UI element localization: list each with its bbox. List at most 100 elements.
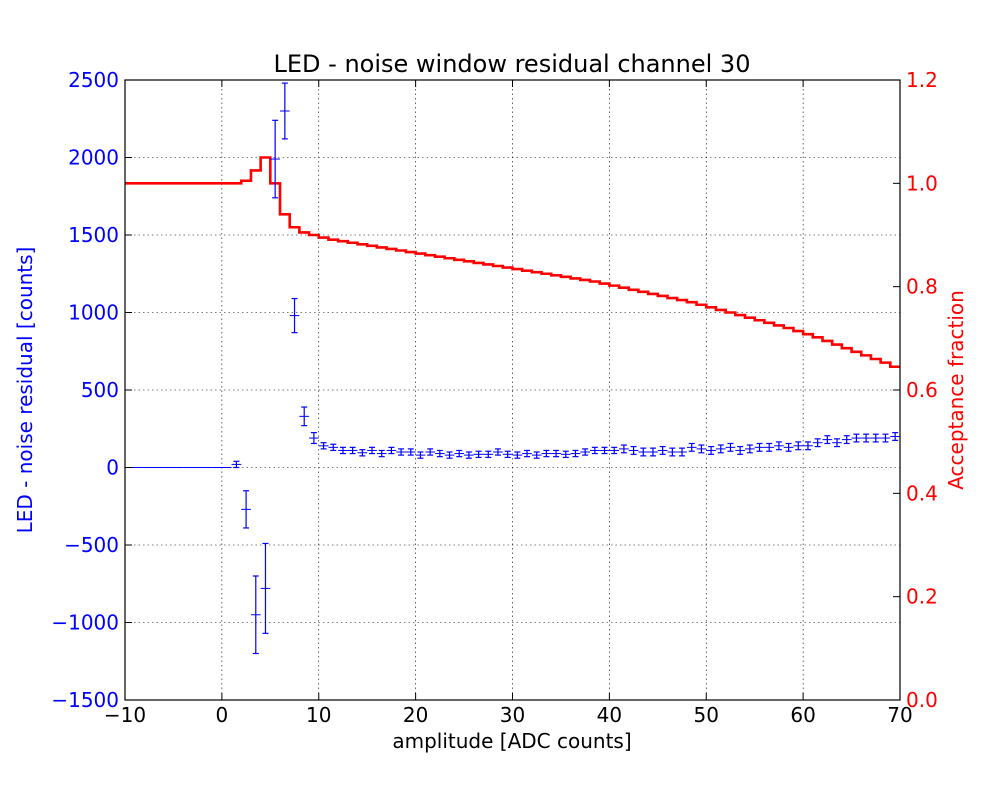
residual-point <box>619 444 629 454</box>
residual-point <box>715 444 726 454</box>
residual-point <box>512 451 523 459</box>
x-tick-label: 40 <box>597 703 622 727</box>
acceptance-step-line <box>125 156 900 369</box>
residual-point <box>396 448 406 456</box>
y-left-tick-label: 1500 <box>68 223 119 247</box>
residual-point <box>444 451 455 459</box>
residual-point <box>493 448 503 456</box>
x-tick-label: 20 <box>403 703 428 727</box>
residual-point <box>725 442 736 452</box>
y-left-tick-label: 500 <box>81 378 119 402</box>
residual-point <box>648 447 658 457</box>
residual-point <box>464 451 474 459</box>
residual-point <box>745 444 755 454</box>
y-right-tick-label: 1.2 <box>906 68 938 92</box>
residual-point <box>764 442 775 452</box>
residual-point <box>357 449 368 457</box>
y-right-axis-label: Acceptance fraction <box>944 290 968 490</box>
y-right-axis-ticks: 0.0 0.2 0.4 0.6 0.8 1.0 1.2 <box>893 68 938 712</box>
residual-point <box>783 442 794 452</box>
y-left-tick-label: 1000 <box>68 301 119 325</box>
residual-point <box>880 433 891 443</box>
acceptance-series <box>125 156 900 369</box>
x-tick-label: 30 <box>500 703 525 727</box>
residual-point <box>318 442 329 450</box>
residual-point <box>793 441 804 451</box>
residual-point <box>473 450 484 459</box>
y-left-axis-label: LED - noise residual [counts] <box>13 247 37 534</box>
residual-point <box>686 442 697 452</box>
residual-point <box>280 82 290 140</box>
residual-point <box>522 449 532 458</box>
residual-point <box>803 441 813 451</box>
residual-point <box>241 490 251 529</box>
residual-point <box>483 450 494 459</box>
y-right-tick-label: 0.6 <box>906 378 938 402</box>
y-left-tick-label: −500 <box>64 533 119 557</box>
y-left-tick-label: −1500 <box>51 688 119 712</box>
residual-point <box>657 445 668 455</box>
residual-point <box>405 448 416 456</box>
residual-point <box>328 443 339 452</box>
y-left-tick-label: 2000 <box>68 146 119 170</box>
residual-point <box>250 575 261 655</box>
x-tick-label: 60 <box>790 703 815 727</box>
residual-point <box>609 446 620 455</box>
residual-point <box>667 447 678 457</box>
residual-point <box>551 449 561 458</box>
residual-point <box>531 451 542 459</box>
residual-point <box>570 449 581 458</box>
residual-point <box>599 446 610 455</box>
residual-point <box>376 449 387 458</box>
x-tick-label: −10 <box>104 703 146 727</box>
residual-point <box>861 433 871 443</box>
residual-point <box>890 432 900 441</box>
y-right-tick-label: 1.0 <box>906 171 938 195</box>
residual-point <box>774 441 784 451</box>
x-tick-label: 50 <box>694 703 719 727</box>
residual-point <box>822 435 833 445</box>
residual-point <box>812 438 823 448</box>
residual-point <box>386 446 397 455</box>
residual-point <box>628 445 639 455</box>
residual-point <box>309 432 319 445</box>
chart-title: LED - noise window residual channel 30 <box>274 50 751 78</box>
x-axis-label: amplitude [ADC counts] <box>392 729 631 753</box>
residual-point <box>367 446 377 455</box>
residual-point <box>832 438 842 448</box>
residual-point <box>260 542 271 634</box>
residual-point <box>735 445 745 455</box>
residual-point <box>851 433 862 443</box>
y-right-tick-label: 0.2 <box>906 585 938 609</box>
residual-point <box>425 448 435 456</box>
residual-point <box>754 442 765 452</box>
y-right-tick-label: 0.4 <box>906 481 938 505</box>
y-right-tick-label: 0.8 <box>906 275 938 299</box>
residual-point <box>560 450 571 459</box>
x-tick-label: 70 <box>887 703 912 727</box>
y-left-tick-label: 0 <box>106 456 119 480</box>
grid-lines <box>125 80 900 700</box>
residual-point <box>841 435 852 445</box>
residual-point <box>347 446 358 455</box>
y-right-tick-label: 0.0 <box>906 688 938 712</box>
residual-point <box>289 297 300 334</box>
residual-point <box>231 460 242 469</box>
residual-point <box>696 444 707 454</box>
y-left-tick-label: 2500 <box>68 68 119 92</box>
residual-point <box>338 446 348 455</box>
residual-point <box>502 450 513 459</box>
residual-series <box>125 82 900 655</box>
residual-point <box>870 433 881 443</box>
x-axis-ticks: −10 0 10 20 30 40 50 60 70 <box>104 80 913 727</box>
residual-point <box>270 119 280 199</box>
residual-point <box>706 445 716 455</box>
residual-point <box>677 447 687 457</box>
y-left-axis-ticks: −1500 −1000 −500 0 500 1000 1500 2000 2500 <box>51 68 132 712</box>
x-tick-label: 10 <box>306 703 331 727</box>
residual-point <box>415 451 426 459</box>
residual-point <box>435 449 445 458</box>
residual-point <box>454 449 465 458</box>
residual-point <box>580 448 590 456</box>
